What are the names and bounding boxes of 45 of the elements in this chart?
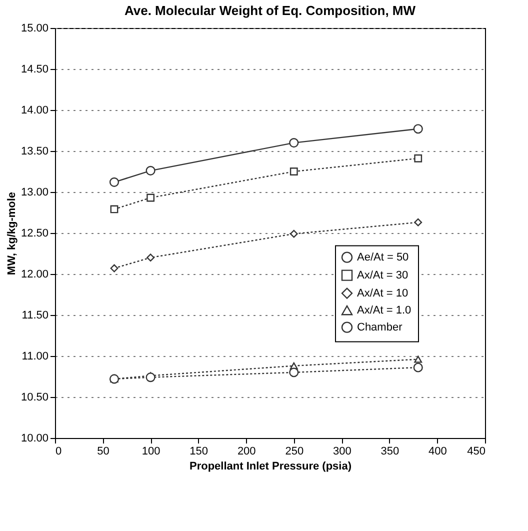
y-tick-label: 11.00 bbox=[22, 350, 48, 362]
point bbox=[110, 205, 118, 214]
x-axis-title: Propellant Inlet Pressure (psia) bbox=[190, 460, 352, 472]
legend-label: Ae/At = 50 bbox=[357, 251, 409, 264]
x-tick-label: 400 bbox=[428, 446, 447, 458]
legend-label: Chamber bbox=[357, 321, 403, 334]
legend-label: Ax/At = 1.0 bbox=[357, 304, 412, 316]
point bbox=[414, 218, 422, 226]
y-tick-label: 10.50 bbox=[20, 392, 48, 404]
legend-label: Ax/At = 10 bbox=[357, 287, 408, 300]
point bbox=[109, 177, 120, 187]
y-axis-title: MW, kg/kg-mole bbox=[6, 192, 18, 276]
x-tick-label: 300 bbox=[332, 446, 352, 458]
x-tick-label: 50 bbox=[97, 446, 110, 458]
point bbox=[414, 154, 422, 162]
chart-title: Ave. Molecular Weight of Eq. Composition, MW bbox=[124, 3, 416, 18]
point bbox=[110, 264, 118, 272]
y-tick-label: 13.00 bbox=[20, 186, 48, 198]
x-tick-label: 250 bbox=[285, 446, 304, 458]
point bbox=[414, 356, 422, 363]
y-tick-label: 14.50 bbox=[20, 64, 48, 76]
x-tick-label: 450 bbox=[467, 446, 486, 458]
y-tick-label: 14.00 bbox=[20, 104, 48, 116]
y-tick-label: 12.00 bbox=[20, 268, 48, 280]
x-tick-label: 350 bbox=[380, 446, 400, 458]
x-tick-label: 100 bbox=[142, 446, 160, 458]
legend-label: Ax/At = 30 bbox=[357, 269, 408, 282]
y-tick-label: 15.00 bbox=[20, 22, 48, 34]
x-tick-label: 150 bbox=[190, 446, 208, 458]
point bbox=[290, 230, 298, 238]
point bbox=[289, 138, 299, 148]
x-tick-label: 0 bbox=[56, 446, 62, 458]
y-tick-label: 10.00 bbox=[20, 432, 48, 444]
y-tick-label: 11.50 bbox=[22, 310, 48, 322]
y-tick-label: 13.50 bbox=[20, 146, 48, 158]
point bbox=[290, 168, 298, 176]
point bbox=[413, 124, 423, 134]
point bbox=[146, 194, 155, 202]
point bbox=[289, 368, 299, 378]
y-tick-label: 12.50 bbox=[20, 228, 48, 240]
x-tick-label: 200 bbox=[237, 446, 256, 458]
point bbox=[146, 254, 155, 262]
point bbox=[146, 166, 156, 176]
point bbox=[146, 372, 156, 382]
point bbox=[413, 362, 423, 372]
